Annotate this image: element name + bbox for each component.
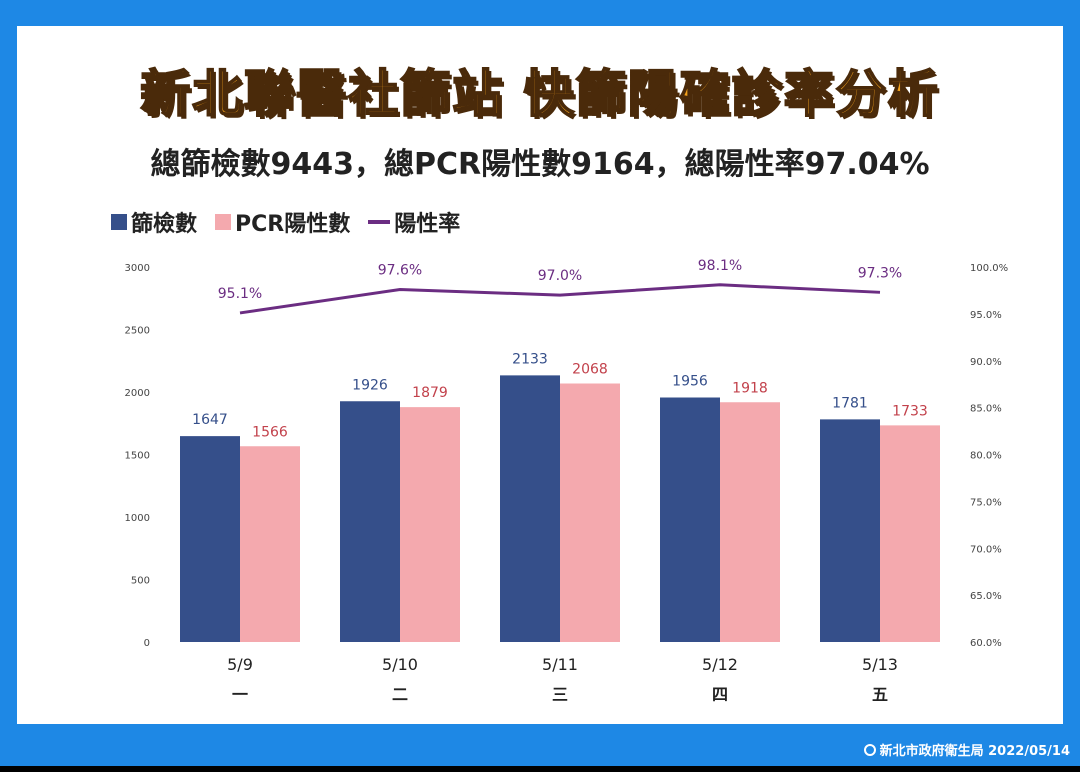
y2-tick-label: 75.0% — [970, 497, 1002, 508]
bar-screen — [660, 397, 720, 642]
x-tick-label: 5/9 — [227, 655, 253, 674]
bar-label-screen: 1781 — [832, 395, 868, 411]
legend-item-screen: 篩檢數 — [111, 206, 197, 238]
y2-tick-label: 100.0% — [970, 263, 1008, 274]
legend-swatch-pcr — [215, 214, 232, 230]
chart-subtitle: 總篩檢數9443，總PCR陽性數9164，總陽性率97.04% — [150, 147, 930, 182]
rate-label: 98.1% — [698, 258, 742, 274]
y-tick-label: 500 — [131, 576, 150, 587]
y-tick-label: 3000 — [125, 263, 150, 274]
y2-tick-label: 80.0% — [970, 451, 1002, 462]
x-tick-label: 5/13 — [862, 655, 898, 674]
rate-label: 95.1% — [218, 286, 262, 302]
legend-item-pcr: PCR陽性數 — [215, 206, 350, 238]
legend-swatch-screen — [111, 214, 127, 230]
y-tick-label: 1000 — [125, 513, 150, 524]
x-weekday-label: 二 — [392, 685, 408, 704]
x-weekday-label: 一 — [232, 685, 248, 704]
x-tick-label: 5/11 — [542, 655, 578, 674]
bar-pcr — [400, 407, 460, 642]
y2-tick-label: 95.0% — [970, 310, 1002, 321]
bar-label-pcr: 1918 — [732, 380, 768, 396]
legend-label-rate: 陽性率 — [394, 212, 461, 237]
bar-label-pcr: 2068 — [572, 362, 608, 378]
x-weekday-label: 三 — [552, 685, 568, 704]
y2-tick-label: 65.0% — [970, 591, 1002, 602]
legend-label-pcr: PCR陽性數 — [235, 212, 351, 237]
bar-label-pcr: 1879 — [412, 385, 448, 401]
y2-tick-label: 85.0% — [970, 404, 1002, 415]
bar-label-screen: 1647 — [192, 412, 228, 428]
bottom-strip — [0, 766, 1080, 772]
bar-screen — [340, 401, 400, 642]
chart-title: 新北聯醫社篩站 快篩陽確診率分析 — [139, 64, 940, 124]
bar-pcr — [880, 425, 940, 642]
rate-label: 97.6% — [378, 263, 422, 279]
bar-label-pcr: 1733 — [892, 403, 928, 419]
agency-logo-icon — [863, 743, 876, 756]
bar-screen — [180, 436, 240, 642]
bar-label-pcr: 1566 — [252, 424, 288, 440]
y2-tick-label: 90.0% — [970, 357, 1002, 368]
x-weekday-label: 四 — [712, 685, 728, 704]
bar-label-screen: 1926 — [352, 377, 388, 393]
footer-credit: 新北市政府衛生局 2022/05/14 — [863, 740, 1070, 759]
y-tick-label: 2000 — [125, 388, 150, 399]
bar-pcr — [240, 446, 300, 642]
x-tick-label: 5/12 — [702, 655, 738, 674]
y-tick-label: 2500 — [125, 326, 150, 337]
x-weekday-label: 五 — [872, 685, 888, 704]
footer-text: 新北市政府衛生局 2022/05/14 — [879, 744, 1070, 759]
y-tick-label: 1500 — [125, 451, 150, 462]
bar-pcr — [720, 402, 780, 642]
legend-swatch-rate — [368, 220, 391, 224]
legend: 篩檢數 PCR陽性數 陽性率 — [111, 206, 478, 238]
bar-label-screen: 2133 — [512, 351, 548, 367]
bar-pcr — [560, 383, 620, 642]
rate-label: 97.3% — [858, 265, 902, 281]
y2-tick-label: 70.0% — [970, 544, 1002, 555]
x-tick-label: 5/10 — [382, 655, 418, 674]
rate-line — [239, 283, 881, 315]
legend-label-screen: 篩檢數 — [131, 212, 198, 237]
y2-tick-label: 60.0% — [970, 638, 1002, 649]
rate-label: 97.0% — [538, 268, 582, 284]
bar-screen — [820, 419, 880, 642]
legend-item-rate: 陽性率 — [368, 206, 460, 238]
bar-label-screen: 1956 — [672, 374, 708, 390]
bar-screen — [500, 375, 560, 642]
y-tick-label: 0 — [144, 638, 150, 649]
